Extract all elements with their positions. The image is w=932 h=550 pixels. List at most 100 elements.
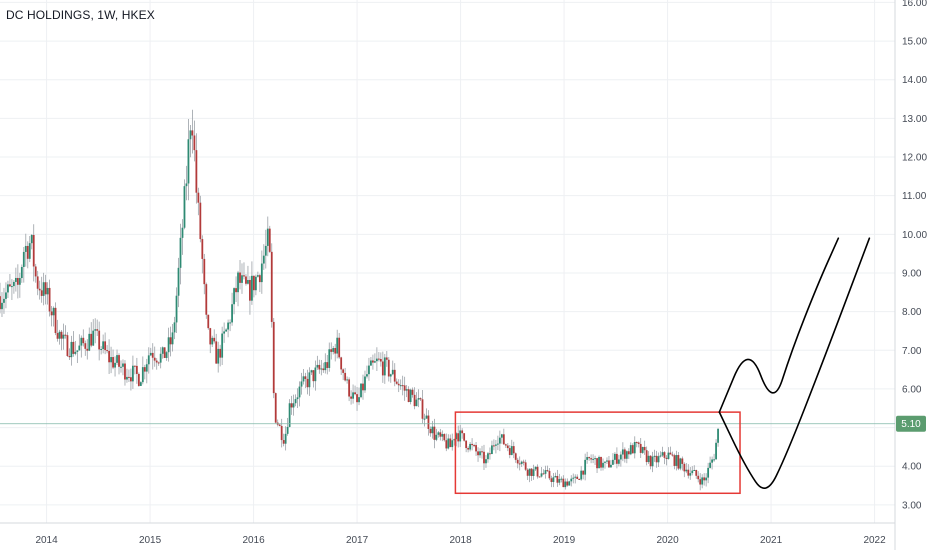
candle-body xyxy=(0,296,1,310)
candle-body xyxy=(610,464,612,468)
candle-body xyxy=(52,307,55,316)
candle-body xyxy=(713,459,715,461)
candle-body xyxy=(447,438,450,449)
candle-body xyxy=(691,470,694,474)
candle-body xyxy=(106,350,109,352)
candle-body xyxy=(381,361,384,376)
candle-body xyxy=(451,440,454,448)
candle-body xyxy=(3,298,5,303)
candle-body xyxy=(38,288,41,291)
candle-body xyxy=(512,446,515,454)
candle-body xyxy=(645,450,648,463)
candle-body xyxy=(86,348,89,351)
candle-body xyxy=(243,275,245,277)
candle-body xyxy=(427,415,430,429)
candle-body xyxy=(262,255,265,264)
candle-body xyxy=(493,445,495,447)
candle-body xyxy=(496,443,499,445)
candle-body xyxy=(104,341,107,351)
price-tick-label: 7.00 xyxy=(902,346,922,357)
candle-body xyxy=(615,453,618,464)
candle-body xyxy=(163,347,166,358)
candle-body xyxy=(473,445,475,447)
candle-body xyxy=(288,403,291,427)
candle-body xyxy=(36,276,39,289)
candle-body xyxy=(397,383,400,386)
candle-body xyxy=(687,469,690,476)
candle-body xyxy=(689,473,692,476)
price-tick-label: 4.00 xyxy=(902,462,922,473)
candle-body xyxy=(332,348,335,352)
candle-body xyxy=(177,267,180,296)
price-tick-label: 12.00 xyxy=(902,153,927,164)
candle-body xyxy=(284,433,287,444)
candle-body xyxy=(518,463,521,465)
candle-body xyxy=(401,385,404,387)
candle-body xyxy=(189,130,192,140)
candle-body xyxy=(663,452,666,458)
time-tick-label: 2022 xyxy=(863,535,886,546)
price-tick-label: 15.00 xyxy=(902,37,927,48)
candle-body xyxy=(665,457,668,459)
candle-body xyxy=(44,282,47,295)
candle-body xyxy=(96,329,99,331)
candle-body xyxy=(449,438,452,448)
candle-body xyxy=(471,443,473,446)
candle-body xyxy=(395,381,398,384)
candle-body xyxy=(171,332,174,345)
candle-body xyxy=(237,272,239,293)
candle-body xyxy=(564,481,567,488)
candle-body xyxy=(74,351,77,354)
candle-body xyxy=(419,398,422,400)
candle-body xyxy=(558,479,561,483)
candle-body xyxy=(42,282,45,296)
candle-body xyxy=(506,445,509,449)
candle-body xyxy=(421,399,424,419)
candle-body xyxy=(600,456,602,468)
candle-body xyxy=(131,365,134,382)
candle-body xyxy=(286,426,289,434)
candle-body xyxy=(655,455,658,463)
candle-body xyxy=(272,321,275,394)
candle-body xyxy=(483,451,485,464)
candle-body xyxy=(429,428,432,434)
candle-body xyxy=(532,469,535,476)
candle-body xyxy=(348,379,351,397)
candle-body xyxy=(621,449,624,455)
candle-body xyxy=(219,348,222,358)
candle-body xyxy=(389,374,392,377)
candle-body xyxy=(94,329,97,331)
candle-body xyxy=(566,481,569,486)
candle-body xyxy=(260,263,263,283)
candle-body xyxy=(485,459,487,464)
candle-body xyxy=(667,452,670,459)
candle-body xyxy=(1,302,3,310)
candle-body xyxy=(258,275,261,283)
candle-body xyxy=(617,459,620,464)
candle-body xyxy=(556,475,559,483)
candle-body xyxy=(441,434,444,437)
candle-body xyxy=(715,442,717,460)
candle-body xyxy=(368,365,370,375)
candle-body xyxy=(282,440,285,444)
candle-body xyxy=(187,139,190,184)
candle-body xyxy=(536,466,539,477)
candle-body xyxy=(80,337,83,346)
consolidation-box xyxy=(454,411,741,495)
candle-body xyxy=(133,365,136,367)
candle-body xyxy=(213,337,216,342)
candle-body xyxy=(431,426,434,434)
candle-body xyxy=(217,348,220,364)
candle-body xyxy=(582,470,585,475)
price-tick-label: 3.00 xyxy=(902,500,922,511)
candle-body xyxy=(122,363,124,367)
candle-body xyxy=(130,377,132,382)
candle-body xyxy=(608,460,610,468)
candle-body xyxy=(717,428,719,443)
time-tick-label: 2017 xyxy=(346,535,369,546)
candle-body xyxy=(330,349,333,352)
candle-body xyxy=(619,454,622,460)
candle-body xyxy=(631,445,634,454)
candle-body xyxy=(92,330,95,346)
